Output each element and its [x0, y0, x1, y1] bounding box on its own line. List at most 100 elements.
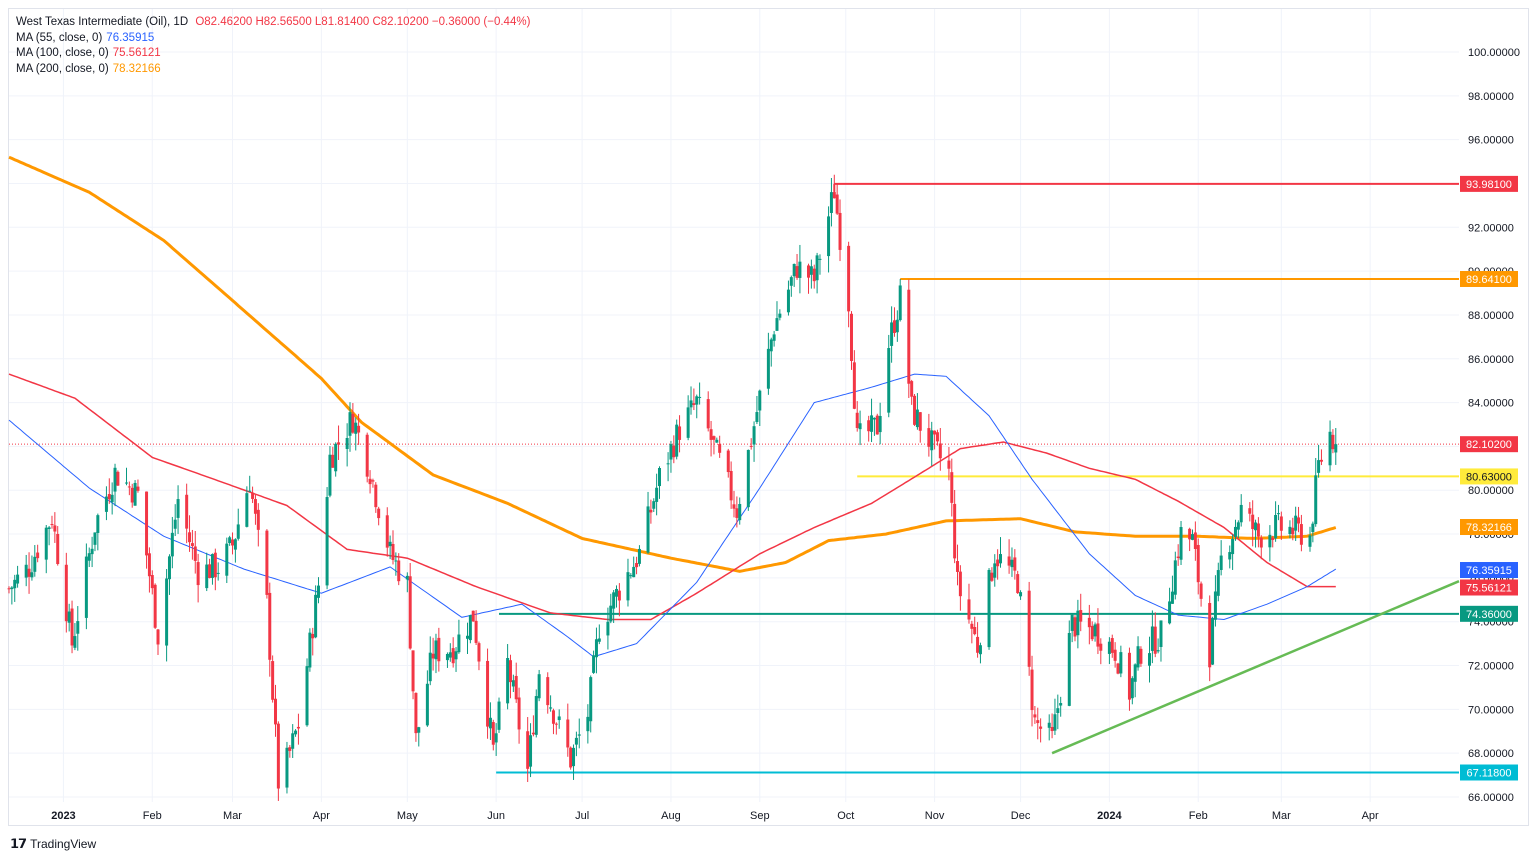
candle-body[interactable] [798, 261, 802, 278]
candle-body[interactable] [1073, 617, 1077, 637]
candle-body[interactable] [354, 422, 358, 434]
candle-body[interactable] [1010, 559, 1014, 568]
candle-body[interactable] [950, 472, 954, 503]
candle-body[interactable] [970, 623, 974, 629]
candle-body[interactable] [678, 426, 682, 440]
candle-body[interactable] [1173, 560, 1177, 595]
candle-body[interactable] [907, 289, 911, 384]
candle-body[interactable] [549, 707, 553, 709]
candle-body[interactable] [1133, 664, 1137, 682]
candle-body[interactable] [1016, 574, 1020, 594]
candle-body[interactable] [210, 554, 214, 578]
candle-body[interactable] [53, 525, 57, 532]
candle-body[interactable] [251, 492, 255, 499]
candle-body[interactable] [411, 650, 415, 692]
candle-body[interactable] [795, 266, 799, 278]
candle-body[interactable] [1331, 434, 1335, 450]
candle-body[interactable] [832, 192, 836, 199]
candle-body[interactable] [417, 727, 421, 733]
candle-body[interactable] [792, 263, 796, 277]
candle-body[interactable] [812, 268, 816, 282]
candle-body[interactable] [715, 439, 719, 443]
candle-body[interactable] [56, 533, 60, 565]
candle-body[interactable] [1113, 649, 1117, 661]
candle-body[interactable] [1096, 623, 1100, 647]
candle-body[interactable] [1056, 708, 1060, 714]
candle-body[interactable] [778, 313, 782, 318]
candle-body[interactable] [1276, 513, 1280, 515]
candle-body[interactable] [666, 463, 670, 465]
candle-body[interactable] [196, 562, 200, 586]
candle-body[interactable] [1170, 591, 1174, 604]
candle-body[interactable] [956, 561, 960, 572]
candle-body[interactable] [84, 556, 88, 618]
candle-body[interactable] [1148, 653, 1152, 666]
candle-body[interactable] [692, 403, 696, 405]
candle-body[interactable] [351, 413, 355, 433]
candle-body[interactable] [890, 322, 894, 346]
candle-body[interactable] [1297, 517, 1301, 524]
candle-body[interactable] [213, 552, 217, 578]
candle-body[interactable] [47, 527, 51, 529]
candle-body[interactable] [695, 396, 699, 405]
candle-body[interactable] [818, 258, 822, 260]
candle-body[interactable] [176, 499, 180, 518]
candle-body[interactable] [1211, 618, 1215, 665]
candle-body[interactable] [377, 508, 381, 519]
candle-body[interactable] [116, 471, 120, 486]
candle-body[interactable] [1107, 641, 1111, 654]
candle-body[interactable] [1153, 626, 1157, 654]
candle-body[interactable] [892, 320, 896, 333]
candle-body[interactable] [153, 584, 157, 628]
candle-body[interactable] [996, 559, 1000, 567]
candle-body[interactable] [1193, 532, 1197, 549]
candle-body[interactable] [1299, 524, 1303, 545]
candle-body[interactable] [454, 651, 458, 660]
candle-body[interactable] [895, 319, 899, 333]
candle-body[interactable] [1319, 459, 1323, 462]
candle-body[interactable] [872, 417, 876, 420]
candle-body[interactable] [1033, 714, 1037, 718]
candle-body[interactable] [314, 594, 318, 638]
candle-body[interactable] [233, 539, 237, 550]
candle-body[interactable] [147, 553, 151, 577]
candle-body[interactable] [477, 643, 481, 662]
candle-body[interactable] [1156, 650, 1160, 652]
candle-body[interactable] [514, 675, 518, 700]
candle-body[interactable] [652, 501, 656, 509]
candle-body[interactable] [758, 390, 762, 411]
candle-body[interactable] [551, 710, 555, 724]
candle-body[interactable] [1013, 557, 1017, 571]
candle-body[interactable] [1019, 592, 1023, 597]
candle-body[interactable] [746, 449, 750, 508]
candle-body[interactable] [167, 556, 171, 580]
candle-body[interactable] [1228, 552, 1232, 560]
candle-body[interactable] [1328, 431, 1332, 466]
candle-body[interactable] [488, 717, 492, 729]
candle-body[interactable] [686, 407, 690, 438]
candle-body[interactable] [170, 532, 174, 557]
candle-body[interactable] [1099, 643, 1103, 651]
candle-body[interactable] [1196, 544, 1200, 583]
candle-body[interactable] [208, 564, 212, 579]
candle-body[interactable] [766, 348, 770, 389]
candle-body[interactable] [649, 509, 653, 513]
candle-body[interactable] [188, 532, 192, 543]
candle-body[interactable] [1039, 726, 1043, 729]
candle-body[interactable] [365, 434, 369, 477]
candle-body[interactable] [1136, 646, 1140, 668]
candle-body[interactable] [16, 574, 20, 584]
candle-body[interactable] [592, 655, 596, 673]
candle-body[interactable] [1139, 648, 1143, 664]
candle-body[interactable] [769, 339, 773, 352]
candle-body[interactable] [973, 627, 977, 635]
candle-body[interactable] [999, 554, 1003, 564]
candle-body[interactable] [50, 524, 54, 526]
candle-body[interactable] [1233, 526, 1237, 537]
candle-body[interactable] [494, 733, 498, 743]
candle-body[interactable] [709, 429, 713, 440]
candle-body[interactable] [915, 409, 919, 428]
candle-body[interactable] [357, 425, 361, 433]
candle-body[interactable] [331, 454, 335, 468]
candle-body[interactable] [712, 436, 716, 440]
